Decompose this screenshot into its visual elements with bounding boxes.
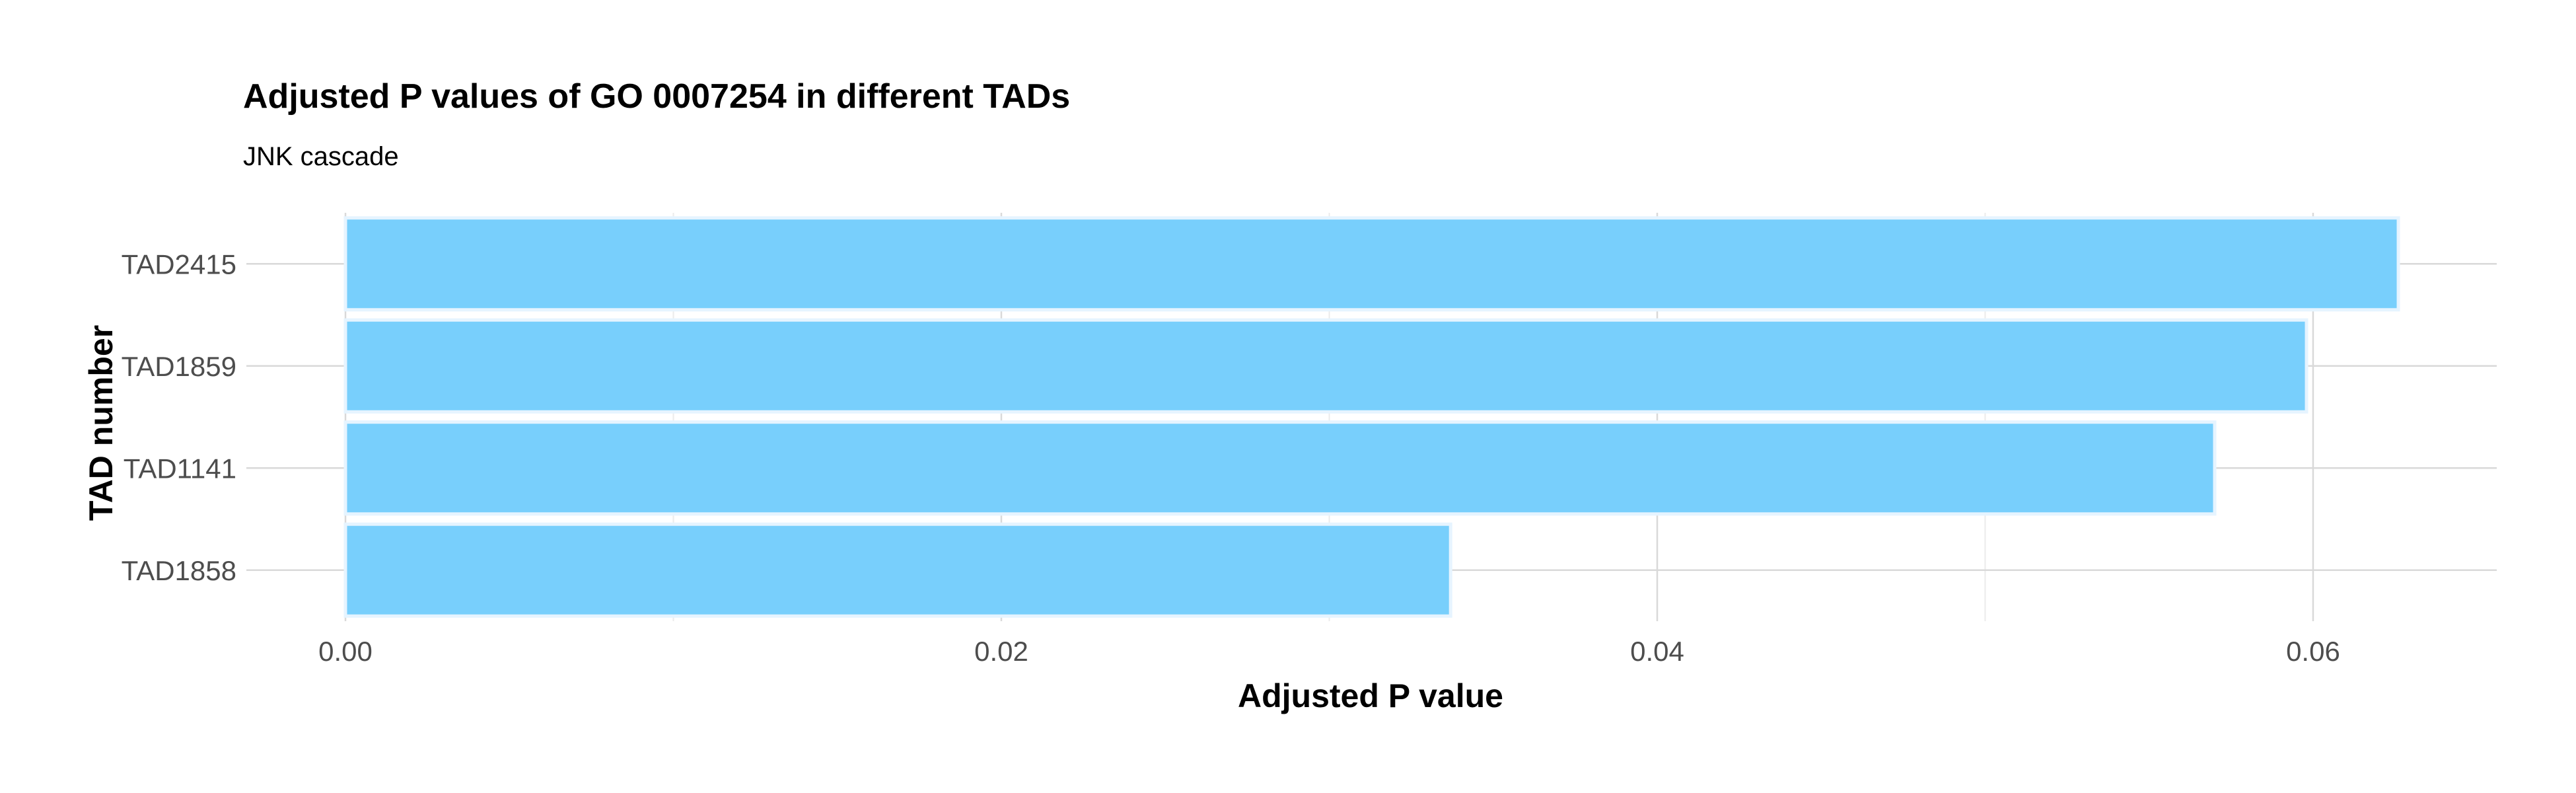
bar-tad1858	[343, 522, 1452, 618]
x-tick-label: 0.04	[1630, 636, 1684, 667]
y-tick-label: TAD1858	[122, 555, 236, 586]
y-tick-label: TAD1859	[122, 351, 236, 382]
x-axis-ticks: 0.00 0.02 0.04 0.06	[318, 636, 2340, 667]
bar-tad2415	[343, 216, 2400, 312]
x-tick-label: 0.00	[318, 636, 373, 667]
x-tick-label: 0.06	[2286, 636, 2340, 667]
chart-subtitle: JNK cascade	[243, 142, 399, 171]
y-tick-label: TAD2415	[122, 248, 236, 280]
x-tick-label: 0.02	[974, 636, 1028, 667]
bars	[343, 216, 2400, 618]
bar-tad1859	[343, 318, 2308, 414]
y-axis-ticks: TAD2415 TAD1859 TAD1141 TAD1858	[122, 248, 236, 586]
bar-tad1141	[343, 420, 2217, 516]
chart-title: Adjusted P values of GO 0007254 in diffe…	[243, 77, 1070, 116]
y-axis-title: TAD number	[83, 325, 120, 521]
x-axis-title: Adjusted P value	[1238, 677, 1503, 714]
y-tick-label: TAD1141	[124, 453, 236, 484]
